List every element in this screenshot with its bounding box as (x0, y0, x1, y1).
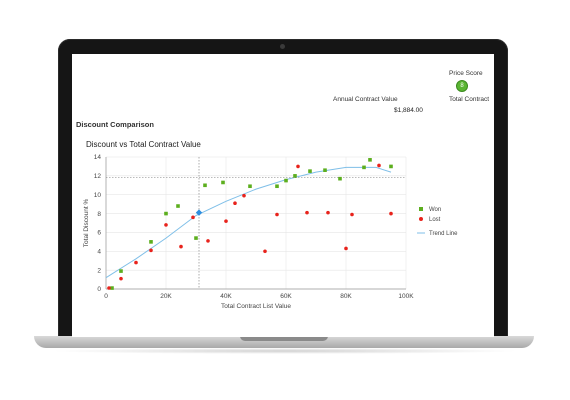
lost-point (242, 193, 246, 198)
lost-point (263, 249, 267, 254)
won-point (275, 184, 279, 189)
laptop-shadow (50, 348, 520, 354)
x-tick-label: 40K (220, 293, 232, 300)
chart-axes: 0 2 4 6 8 10 12 14 0 20K 40K 60K 80K 100K (94, 154, 414, 300)
y-tick-label: 10 (94, 192, 102, 199)
won-point (149, 240, 153, 244)
lost-point (224, 219, 228, 223)
highlight-point (195, 209, 203, 216)
lost-point (305, 210, 309, 215)
legend-label: Trend Line (429, 231, 458, 237)
lost-point (179, 244, 183, 249)
lost-point (206, 239, 210, 243)
won-point (176, 204, 180, 208)
won-point (284, 178, 288, 183)
lost-point (233, 201, 237, 205)
won-point (119, 269, 123, 273)
webcam-icon (280, 44, 285, 49)
x-tick-label: 0 (104, 293, 108, 300)
laptop-notch (240, 336, 328, 341)
y-axis-label: Total Discount % (83, 199, 90, 248)
won-point (362, 165, 366, 170)
data-points (107, 158, 393, 290)
trend-line (105, 166, 392, 279)
y-tick-label: 2 (97, 267, 101, 274)
won-point (110, 286, 114, 290)
won-point (221, 180, 225, 185)
annual-contract-label: Annual Contract Value (333, 96, 398, 103)
laptop-base (34, 336, 534, 348)
won-point (323, 168, 327, 172)
won-point (308, 169, 312, 173)
legend-label: Won (429, 207, 441, 213)
won-point (194, 236, 198, 240)
won-point (368, 158, 372, 162)
lost-point (377, 163, 381, 168)
lost-point (191, 215, 195, 220)
x-axis-label: Total Contract List Value (221, 303, 291, 310)
lost-point (149, 248, 153, 253)
y-tick-label: 12 (94, 173, 102, 180)
lost-point (350, 212, 354, 217)
legend-lost-swatch (419, 217, 423, 221)
lost-point (164, 223, 168, 227)
y-tick-label: 4 (97, 248, 101, 255)
chart-title: Discount vs Total Contract Value (86, 140, 201, 149)
crosshair (106, 157, 406, 289)
y-tick-label: 14 (94, 154, 102, 161)
x-tick-label: 80K (340, 293, 352, 300)
trend-line-group (105, 166, 392, 279)
won-point (203, 183, 207, 188)
total-contract-label: Total Contract (449, 96, 490, 103)
price-score-badge[interactable]: 8 (456, 80, 468, 92)
y-tick-label: 0 (97, 286, 101, 293)
lost-point (275, 212, 279, 217)
won-point (338, 176, 342, 181)
x-tick-label: 20K (160, 293, 172, 300)
legend-label: Lost (429, 217, 441, 223)
section-title: Discount Comparison (76, 120, 154, 129)
lost-point (134, 260, 138, 265)
lost-point (119, 276, 123, 281)
x-tick-label: 100K (398, 293, 414, 300)
annual-contract-value: $1,884.00 (394, 107, 423, 114)
chart-legend: Won Lost Trend Line (417, 207, 458, 237)
won-point (389, 164, 393, 169)
legend-won-swatch (419, 207, 423, 211)
won-point (248, 184, 252, 189)
won-point (164, 211, 168, 216)
scatter-chart: 0 2 4 6 8 10 12 14 0 20K 40K 60K 80K 100K Won Lost Tren… (83, 154, 458, 310)
y-tick-label: 6 (97, 230, 101, 237)
lost-point (107, 286, 111, 290)
lost-point (389, 211, 393, 216)
price-score-label: Price Score (449, 70, 483, 77)
chart-grid (105, 156, 407, 290)
lost-point (296, 164, 300, 169)
x-tick-label: 60K (280, 293, 292, 300)
won-point (293, 174, 297, 178)
lost-point (326, 210, 330, 215)
screen: Price Score 8 Total Contract Annual Cont… (72, 54, 494, 337)
y-tick-label: 8 (97, 211, 101, 218)
lost-point (344, 246, 348, 251)
